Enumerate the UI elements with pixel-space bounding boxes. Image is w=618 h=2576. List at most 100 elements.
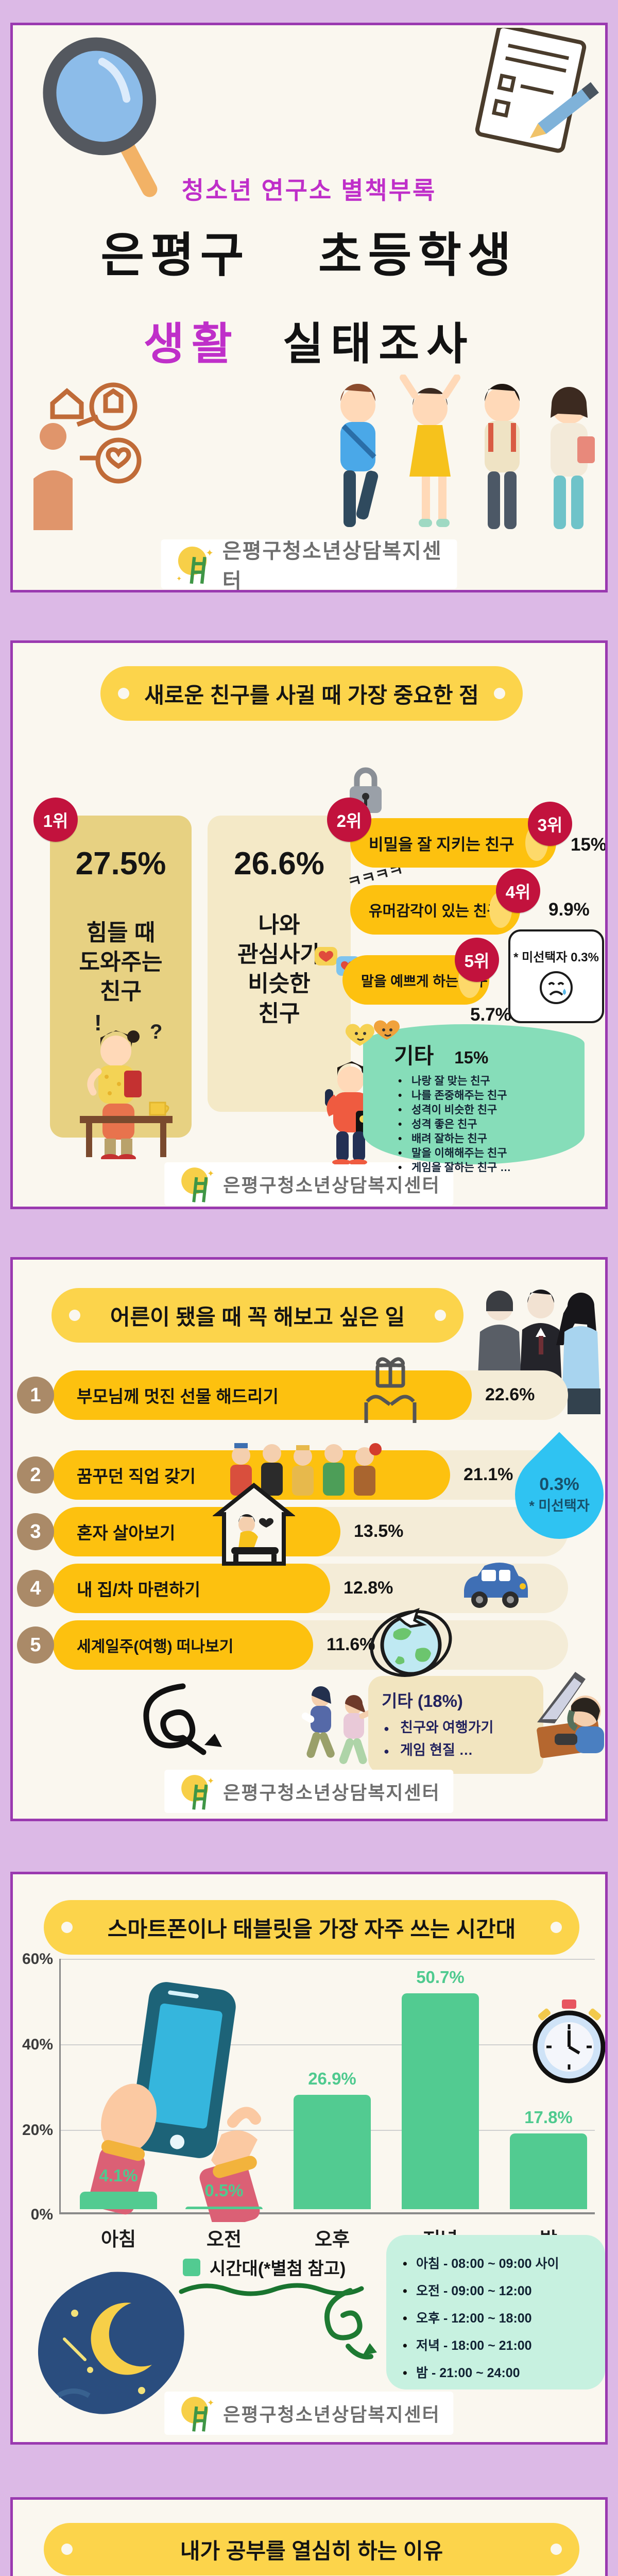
- adult-row5-bar: 세계일주(여행) 떠나보기: [53, 1620, 313, 1670]
- header-card: 청소년 연구소 별책부록 은평구 초등학생 생활 실태조사: [10, 23, 608, 592]
- friends-bar4-label: 유머감각이 있는 친구: [369, 903, 501, 920]
- org-logo-text: 은평구청소년상담복지센터: [222, 540, 442, 592]
- phone-title: 스마트폰이나 태블릿을 가장 자주 쓰는 시간대: [107, 1917, 516, 1941]
- list-item: 성격 좋은 친구: [394, 1117, 585, 1132]
- rank-number: 2: [17, 1456, 54, 1494]
- adult-row-3: 혼자 살아보기 3 13.5%: [17, 1482, 605, 1566]
- heart-smiley-icons: [346, 1020, 400, 1046]
- stopwatch-icon: [533, 1999, 605, 2083]
- svg-text:✦: ✦: [176, 574, 182, 582]
- swirl-arrow-icon: [143, 1683, 222, 1755]
- rank-number: 1: [17, 1377, 54, 1414]
- bar-forenoon: [185, 2207, 263, 2209]
- bar-chart: 60% 40% 20% 0% 4.1% 0.5%: [13, 1874, 605, 2442]
- svg-text:?: ?: [150, 1021, 162, 1043]
- list-item: 성격이 비슷한 친구: [394, 1103, 585, 1117]
- bar-morning: [80, 2192, 157, 2209]
- adult-row1-label: 부모님께 멋진 선물 해드리기: [77, 1387, 279, 1406]
- svg-text:✦: ✦: [205, 547, 213, 558]
- y-tick: 40%: [22, 2036, 53, 2053]
- study-title: 내가 공부를 열심히 하는 이유: [180, 2538, 443, 2563]
- survey-paper-pencil-icon: [475, 28, 599, 153]
- org-logo: ✦ 은평구청소년상담복지센터: [164, 2392, 454, 2435]
- adult-row4-bar: 내 집/차 마련하기: [53, 1564, 330, 1613]
- moon-ladder-icon: ✦: [181, 1775, 214, 1810]
- org-logo: ✦ 은평구청소년상담복지센터: [164, 1770, 454, 1813]
- list-item: 말을 이해해주는 친구: [394, 1146, 585, 1161]
- friends-other-blob: 기타 15% 나랑 잘 맞는 친구 나를 존중해주는 친구 성격이 비슷한 친구…: [363, 1024, 585, 1175]
- globe-plane-icon: [370, 1607, 452, 1677]
- car-icon: [464, 1563, 528, 1608]
- adult-title: 어른이 됐을 때 꼭 해보고 싶은 일: [110, 1304, 405, 1329]
- org-logo: ✦ ✦ 은평구청소년상담복지센터: [161, 539, 457, 590]
- green-swirl-arrow: [324, 2288, 377, 2360]
- running-kids-illustration: [301, 1686, 379, 1765]
- friends-bar-4: 유머감각이 있는 친구: [350, 885, 520, 935]
- friends-title: 새로운 친구를 사귈 때 가장 중요한 점: [144, 683, 479, 707]
- adults-illustration: [477, 1290, 600, 1414]
- rank1-badge: 1위: [33, 798, 78, 842]
- friends-bar3-label: 비밀을 잘 지키는 친구: [369, 835, 514, 854]
- friends-other-list: 나랑 잘 맞는 친구 나를 존중해주는 친구 성격이 비슷한 친구 성격 좋은 …: [394, 1074, 585, 1175]
- y-tick: 60%: [22, 1951, 53, 1968]
- rank2-badge: 2위: [327, 798, 371, 842]
- time-ranges-list: 아침 - 08:00 ~ 09:00 사이 오전 - 09:00 ~ 12:00…: [399, 2250, 593, 2387]
- x-label-forenoon: 오전: [206, 2229, 242, 2250]
- rank1-percent: 27.5%: [75, 846, 166, 882]
- nonresponse-text: * 미선택자 0.3%: [513, 950, 599, 964]
- friends-section: 새로운 친구를 사귈 때 가장 중요한 점 27.5% 힘들 때 도와주는 친구…: [10, 640, 608, 1209]
- list-item: 오후 - 12:00 ~ 18:00: [399, 2305, 593, 2332]
- legend-underline: [179, 2283, 364, 2296]
- adult-row-4: 내 집/차 마련하기 4 12.8%: [17, 1563, 605, 1613]
- friends-title-banner: 새로운 친구를 사귈 때 가장 중요한 점: [100, 666, 523, 721]
- rank2-label: 나와 관심사가 비슷한 친구: [237, 912, 321, 1026]
- study-reason-section: 내가 공부를 열심히 하는 이유 혼나지 않기 위해서 36% 64% 최고다!…: [10, 2497, 608, 2576]
- community-icons: [33, 382, 142, 530]
- bar-morning-value: 4.1%: [99, 2166, 138, 2185]
- list-item: 게임 현질 …: [382, 1739, 530, 1762]
- poster-title-rest: 실태조사: [239, 319, 475, 369]
- adult-other-list: 친구와 여행가기 게임 현질 …: [382, 1716, 530, 1762]
- time-ranges-box: 아침 - 08:00 ~ 09:00 사이 오전 - 09:00 ~ 12:00…: [386, 2235, 605, 2389]
- kids-illustration: [340, 375, 595, 529]
- x-label-morning: 아침: [100, 2229, 136, 2250]
- list-item: 아침 - 08:00 ~ 09:00 사이: [399, 2250, 593, 2278]
- org-logo-text: 은평구청소년상담복지센터: [223, 2404, 440, 2425]
- adult-row3-bar: 혼자 살아보기: [53, 1507, 340, 1556]
- chart-legend: 시간대(*별첨 참고): [183, 2255, 346, 2280]
- svg-text:✦: ✦: [207, 1168, 214, 1178]
- svg-text:!: !: [94, 1010, 102, 1036]
- moon-ladder-icon: ✦: [181, 1167, 214, 1202]
- adult-row3-percent: 13.5%: [354, 1521, 404, 1541]
- svg-text:✦: ✦: [207, 2397, 214, 2408]
- bar-slot-night: 17.8%: [510, 1931, 587, 2209]
- poster-title-line2: 생활 실태조사: [13, 308, 605, 372]
- rank-number: 4: [17, 1570, 54, 1607]
- poster-title-line1: 은평구 초등학생: [100, 229, 518, 282]
- moon-ladder-icon: ✦✦: [176, 546, 214, 584]
- bar-slot-forenoon: 0.5%: [185, 1931, 263, 2209]
- bar-slot-afternoon: 26.9%: [294, 1931, 371, 2209]
- rank2-percent: 26.6%: [234, 846, 324, 882]
- y-tick: 20%: [22, 2122, 53, 2139]
- org-logo-text: 은평구청소년상담복지센터: [223, 1175, 440, 1196]
- girl-at-desk-illustration: ! ?: [80, 1010, 173, 1159]
- adult-row5-label: 세계일주(여행) 떠나보기: [77, 1638, 234, 1655]
- rank3-badge: 3위: [528, 802, 572, 846]
- computer-kid-illustration: [537, 1672, 604, 1758]
- rank4-percent: 9.9%: [548, 900, 590, 920]
- rank1-label: 힘들 때 도와주는 친구: [79, 920, 163, 1005]
- list-item: 친구와 여행가기: [382, 1716, 530, 1740]
- bar-night-value: 17.8%: [524, 2108, 573, 2127]
- bar-night: [510, 2133, 587, 2209]
- adult-other-box: 기타 (18%) 친구와 여행가기 게임 현질 …: [368, 1676, 543, 1774]
- legend-label: 시간대(*별첨 참고): [210, 2259, 346, 2279]
- adult-row4-percent: 12.8%: [344, 1578, 393, 1598]
- adult-row2-label: 꿈꾸던 직업 갖기: [77, 1467, 196, 1486]
- nonresponse-box: * 미선택자 0.3%: [508, 929, 604, 1023]
- rank4-badge: 4위: [496, 869, 540, 913]
- adult-other-title: 기타 (18%): [382, 1691, 463, 1710]
- friends-other-percent: 15%: [454, 1048, 489, 1067]
- friends-other-title: 기타: [394, 1044, 434, 1068]
